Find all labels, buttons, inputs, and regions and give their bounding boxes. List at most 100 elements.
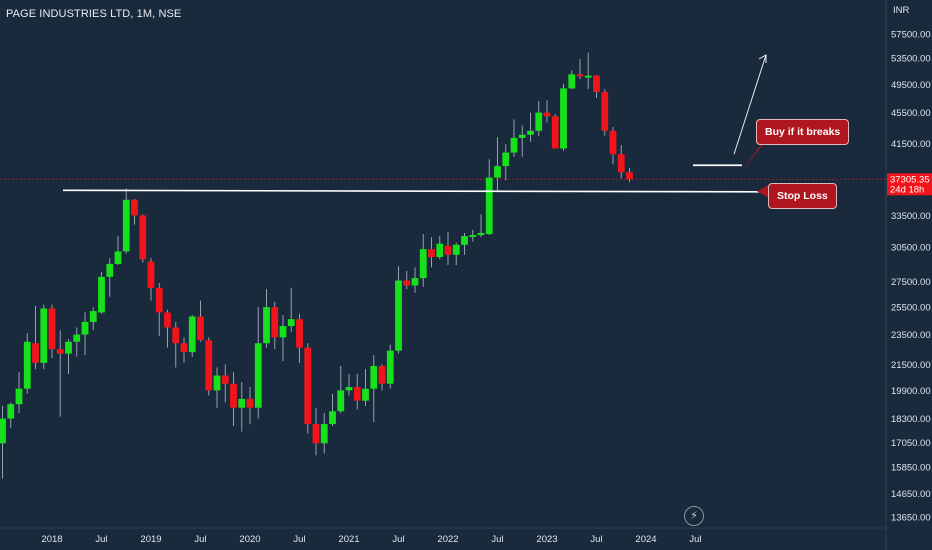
candle-body — [386, 350, 394, 384]
candle-body — [114, 251, 122, 264]
candle — [139, 214, 147, 263]
candle-body — [551, 116, 559, 149]
candle — [502, 144, 510, 181]
candle — [593, 74, 600, 99]
buy-if-breaks-callout[interactable]: Buy if it breaks — [756, 119, 850, 145]
candle-body — [370, 365, 378, 389]
candle — [230, 372, 237, 426]
y-tick-label: 14650.00 — [891, 489, 931, 500]
candle-body — [0, 418, 6, 444]
candle-body — [155, 287, 163, 313]
candle-body — [254, 343, 262, 408]
candle — [535, 101, 543, 137]
candle-body — [411, 278, 419, 286]
candle — [312, 407, 320, 456]
candle — [213, 367, 221, 408]
candle — [279, 315, 287, 362]
candle-body — [428, 249, 435, 258]
candle-body — [320, 424, 328, 444]
candle — [7, 402, 15, 428]
candle-body — [576, 74, 584, 77]
candle — [180, 337, 188, 363]
candle — [296, 313, 303, 363]
candle-body — [23, 341, 31, 389]
candle-body — [271, 307, 279, 338]
candle — [362, 369, 369, 406]
candle — [337, 365, 345, 414]
candle — [609, 126, 617, 165]
candle-body — [73, 334, 81, 342]
candle-body — [378, 365, 386, 384]
candle-body — [543, 112, 551, 117]
x-tick-label: 2020 — [239, 534, 260, 545]
stop-loss-callout[interactable]: Stop Loss — [768, 183, 837, 209]
candle-body — [535, 112, 543, 131]
candle-body — [436, 243, 444, 258]
candle-body — [15, 388, 23, 405]
candle — [254, 307, 262, 419]
candle — [378, 364, 386, 391]
candle-body — [230, 383, 237, 408]
candle — [56, 330, 64, 417]
candle — [518, 125, 526, 157]
x-tick-label: Jul — [590, 534, 602, 545]
candle — [386, 344, 394, 389]
y-tick-label: 30500.00 — [891, 242, 931, 253]
candle-body — [287, 319, 295, 327]
x-tick-label: Jul — [293, 534, 305, 545]
x-tick-label: Jul — [95, 534, 107, 545]
candle — [543, 100, 551, 123]
candle — [98, 272, 105, 314]
candle-body — [452, 244, 460, 255]
candle — [329, 393, 336, 426]
candle-body — [518, 134, 526, 138]
candle-body — [312, 424, 320, 444]
projection-arrow-head — [758, 54, 767, 63]
x-tick-label: Jul — [689, 534, 701, 545]
candle — [370, 355, 378, 423]
candle — [461, 232, 468, 255]
y-tick-label: 13650.00 — [891, 513, 931, 524]
candle-body — [65, 341, 72, 354]
candle — [114, 236, 122, 266]
y-tick-label: 49500.00 — [891, 80, 931, 91]
y-tick-label: 19900.00 — [891, 386, 931, 397]
candle-body — [89, 311, 97, 322]
price-tag-countdown: 24d 18h — [890, 184, 924, 195]
candle-body — [40, 308, 48, 363]
candle-body — [180, 343, 188, 353]
candle-body — [601, 91, 609, 131]
lightning-bolt-icon[interactable]: ⚡ — [684, 506, 704, 526]
candle — [221, 364, 229, 403]
candle — [576, 58, 584, 79]
candle — [617, 145, 625, 179]
candle — [23, 333, 31, 394]
candle-body — [246, 398, 254, 408]
candle-body — [345, 387, 353, 391]
candle — [403, 270, 411, 290]
y-tick-label: 27500.00 — [891, 277, 931, 288]
candle-body — [469, 235, 477, 238]
candle-body — [337, 390, 345, 412]
candle — [304, 343, 312, 434]
candle — [89, 307, 97, 331]
candle — [494, 137, 501, 193]
x-tick-label: 2018 — [41, 534, 62, 545]
candle-body — [172, 327, 180, 344]
candle — [65, 338, 72, 374]
chart-title: PAGE INDUSTRIES LTD, 1M, NSE — [6, 8, 182, 20]
support-line — [62, 189, 761, 193]
candle-body — [626, 172, 633, 180]
buy-pointer — [742, 138, 768, 172]
x-tick-label: Jul — [194, 534, 206, 545]
candle — [238, 382, 246, 432]
candle — [584, 52, 592, 90]
y-tick-label: 45500.00 — [891, 108, 931, 119]
candle-body — [584, 75, 592, 78]
candle-body — [304, 347, 312, 425]
candle-body — [568, 74, 576, 89]
candle-body — [362, 388, 369, 401]
candle — [287, 287, 295, 332]
x-tick-label: 2024 — [635, 534, 656, 545]
